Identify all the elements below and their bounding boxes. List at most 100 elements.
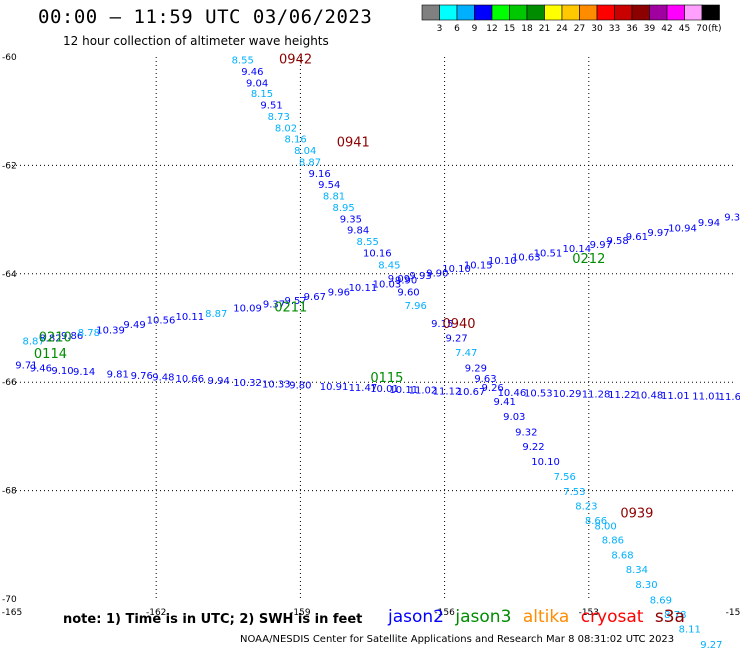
satellite-label-cryosat: cryosat — [580, 607, 644, 627]
wave-height-point: 9.67 — [304, 292, 326, 303]
wave-height-point: 11.02 — [409, 386, 438, 397]
pass-time-label: 0939 — [620, 507, 653, 522]
legend-tick-label: 30 — [591, 24, 603, 34]
legend-tick-label: 39 — [644, 24, 656, 34]
legend-tick-label: 33 — [609, 24, 620, 34]
wave-height-point: 8.68 — [611, 550, 633, 561]
wave-height-point: 9.80 — [289, 381, 311, 392]
wave-height-point: 8.87 — [299, 157, 321, 168]
wave-height-point: 9.26 — [482, 383, 504, 394]
wave-height-point: 10.48 — [635, 390, 664, 401]
wave-height-point: 9.58 — [607, 236, 629, 247]
wave-height-point: 8.11 — [679, 625, 701, 636]
wave-height-point: 8.73 — [268, 112, 290, 123]
wave-height-point: 9.71 — [15, 361, 37, 372]
wave-height-point: 9.51 — [260, 100, 282, 111]
wave-height-point: 9.14 — [73, 367, 95, 378]
wave-height-point: 9.41 — [494, 397, 516, 408]
legend-color-swatch — [544, 4, 563, 21]
wave-height-point: 9.49 — [123, 320, 145, 331]
legend-color-swatch — [561, 4, 580, 21]
wave-height-point: 8.82 — [39, 334, 61, 345]
satellite-label-jason2: jason2 — [388, 607, 444, 627]
legend-tick-label: 21 — [539, 24, 550, 34]
wave-height-point: 10.51 — [534, 248, 563, 259]
page-title: 00:00 – 11:59 UTC 03/06/2023 — [38, 6, 373, 28]
x-tick-label: -162 — [146, 608, 166, 618]
wave-height-point: 8.78 — [664, 610, 686, 621]
legend-tick-label: 18 — [521, 24, 533, 34]
credit-line: NOAA/NESDIS Center for Satellite Applica… — [240, 634, 675, 645]
wave-height-point: 9.76 — [131, 371, 153, 382]
footer-note: note: 1) Time is in UTC; 2) SWH is in fe… — [63, 612, 363, 627]
wave-height-point: 8.55 — [357, 237, 379, 248]
wave-height-point: 9.46 — [241, 67, 263, 78]
wave-height-point: 11.12 — [433, 387, 462, 398]
wave-height-point: 9.03 — [503, 412, 525, 423]
wave-height-point: 10.39 — [96, 325, 125, 336]
satellite-label-jason3: jason3 — [455, 607, 512, 627]
satellite-label-s3a: s3a — [654, 607, 685, 627]
wave-height-point: 10.11 — [349, 283, 378, 294]
wave-height-point: 11.47 — [349, 383, 378, 394]
page-subtitle: 12 hour collection of altimeter wave hei… — [63, 34, 329, 48]
wave-height-point: 10.03 — [373, 279, 402, 290]
wave-height-point: 9.96 — [328, 287, 350, 298]
wave-height-point: 11.22 — [608, 390, 637, 401]
wave-height-point: 9.86 — [61, 331, 83, 342]
y-tick-label: -62 — [2, 161, 17, 171]
y-tick-label: -70 — [2, 595, 17, 605]
wave-height-point: 7.53 — [563, 487, 585, 498]
y-tick-label: -66 — [2, 378, 17, 388]
wave-height-point: 11.01 — [661, 391, 690, 402]
wave-height-point: 8.45 — [378, 260, 400, 271]
pass-time-label: 0942 — [279, 53, 312, 68]
legend-color-swatch — [614, 4, 633, 21]
wave-height-point: 9.35 — [340, 214, 362, 225]
wave-height-point: 10.91 — [320, 382, 349, 393]
wave-height-point: 10.33 — [262, 380, 291, 391]
legend-color-swatch — [439, 4, 458, 21]
wave-height-point: 9.94 — [208, 376, 230, 387]
x-tick-label: -153 — [579, 608, 599, 618]
wave-height-point: 9.37 — [263, 299, 285, 310]
wave-height-point: 8.81 — [323, 192, 345, 203]
wave-height-point: 9.81 — [107, 369, 129, 380]
wave-height-point: 9.22 — [522, 442, 544, 453]
wave-height-point: 9.57 — [284, 296, 306, 307]
wave-height-point: 8.95 — [333, 203, 355, 214]
wave-height-point: 9.09 — [388, 274, 410, 285]
wave-height-point: 8.23 — [575, 502, 597, 513]
legend-tick-label: 12 — [486, 24, 497, 34]
wave-height-point: 10.46 — [498, 388, 527, 399]
wave-height-point: 9.97 — [647, 228, 669, 239]
wave-height-point: 9.32 — [515, 427, 537, 438]
wave-height-point: 10.53 — [524, 388, 553, 399]
wave-height-point: 9.94 — [698, 218, 720, 229]
wave-height-point: 8.02 — [275, 123, 297, 134]
pass-time-label: 0114 — [34, 347, 67, 362]
legend-color-swatch — [701, 4, 720, 21]
legend-color-swatch — [666, 4, 685, 21]
wave-height-point: 10.67 — [457, 387, 486, 398]
legend-color-swatch — [491, 4, 510, 21]
legend-color-swatch — [509, 4, 528, 21]
pass-time-label: 0115 — [370, 371, 403, 386]
wave-height-point: 8.04 — [294, 146, 316, 157]
wave-height-point: 9.93 — [409, 271, 431, 282]
wave-height-point: 11.01 — [692, 392, 721, 403]
wave-height-point: 8.78 — [78, 328, 100, 339]
wave-height-point: 7.47 — [455, 348, 477, 359]
pass-time-label: 0212 — [572, 252, 605, 267]
wave-height-point: 9.15 — [431, 319, 453, 330]
wave-height-point: 8.55 — [232, 56, 254, 67]
legend-color-swatch — [421, 4, 440, 21]
y-tick-label: -60 — [2, 53, 17, 63]
wave-height-point: 10.32 — [233, 378, 262, 389]
wave-height-point: 9.63 — [474, 374, 496, 385]
wave-height-point: 10.09 — [233, 304, 262, 315]
wave-height-point: 8.30 — [635, 580, 657, 591]
legend-color-swatch — [684, 4, 703, 21]
wave-height-point: 9.16 — [308, 169, 330, 180]
